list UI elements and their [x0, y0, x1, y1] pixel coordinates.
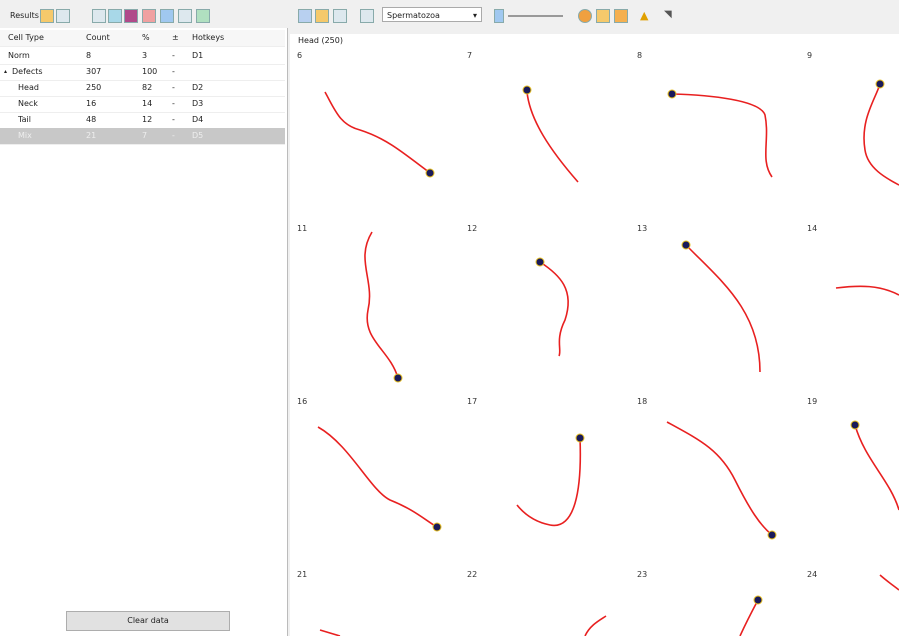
- table-cell: D2: [192, 83, 204, 92]
- cell-index: 9: [807, 51, 812, 60]
- table-row[interactable]: ▴ Defects 307 100 -: [0, 64, 285, 81]
- header-cell: Cell Type: [8, 33, 44, 42]
- toolbar: Results Spermatozoa ▾ ▲ ◥: [0, 0, 899, 28]
- table-cell: Neck: [18, 99, 38, 108]
- cell-index: 17: [467, 397, 477, 406]
- table-cell: D1: [192, 51, 204, 60]
- header-cell: Hotkeys: [192, 33, 225, 42]
- table-row[interactable]: Head 250 82 - D2: [0, 80, 285, 97]
- cell-index: 16: [297, 397, 307, 406]
- table-cell: 14: [142, 99, 153, 108]
- cell-index: 23: [637, 570, 647, 579]
- table-cell: -: [172, 115, 175, 124]
- icon[interactable]: [40, 9, 54, 23]
- table-cell: Tail: [18, 115, 31, 124]
- table-cell: 48: [86, 115, 97, 124]
- table-cell: 21: [86, 131, 97, 140]
- table-row[interactable]: Norm 8 3 - D1: [0, 48, 285, 65]
- cell-index: 24: [807, 570, 817, 579]
- table-cell: Defects: [12, 67, 43, 76]
- header-cell: ±: [172, 33, 179, 42]
- icon[interactable]: [494, 9, 504, 23]
- cell-index: 11: [297, 224, 307, 233]
- table-row[interactable]: Neck 16 14 - D3: [0, 96, 285, 113]
- icon[interactable]: [315, 9, 329, 23]
- cell-index: 12: [467, 224, 477, 233]
- table-cell: 307: [86, 67, 102, 76]
- cell-index: 6: [297, 51, 302, 60]
- results-label: Results: [10, 11, 39, 20]
- table-cell: D3: [192, 99, 204, 108]
- cell-index: 19: [807, 397, 817, 406]
- cell-panel: Head (250) 6 7 8 9 11 12 13 14 16 17 18 19 21 22: [290, 34, 899, 636]
- table-cell: Norm: [8, 51, 30, 60]
- icon[interactable]: [124, 9, 138, 23]
- cell-index: 14: [807, 224, 817, 233]
- table-cell: 7: [142, 131, 148, 140]
- table-cell: -: [172, 83, 175, 92]
- icon[interactable]: [108, 9, 122, 23]
- sperm-tails: [317, 83, 899, 636]
- table-cell: -: [172, 67, 175, 76]
- warning-icon[interactable]: ▲: [640, 9, 649, 22]
- table-cell: 3: [142, 51, 148, 60]
- cell-index: 21: [297, 570, 307, 579]
- table-cell: -: [172, 99, 175, 108]
- table-cell: 12: [142, 115, 153, 124]
- table-cell: 100: [142, 67, 158, 76]
- icon[interactable]: [298, 9, 312, 23]
- table-header: Cell Type Count% ± Hotkeys: [0, 30, 285, 47]
- header-cell: %: [142, 33, 150, 42]
- cell-index: 22: [467, 570, 477, 579]
- dropdown-value: Spermatozoa: [387, 11, 440, 20]
- table-cell: Mix: [18, 131, 32, 140]
- cell-index: 13: [637, 224, 647, 233]
- icon[interactable]: [178, 9, 192, 23]
- cell-index: 7: [467, 51, 472, 60]
- slider[interactable]: [508, 15, 563, 17]
- cell-grid: 6 7 8 9 11 12 13 14 16 17 18 19 21 22 23 24: [297, 51, 899, 636]
- table-row[interactable]: Mix 21 7 - D5: [0, 128, 285, 145]
- results-table: Cell Type Count% ± Hotkeys Norm 8 3 - D1 ▴ Defects…: [0, 28, 288, 636]
- table-cell: 16: [86, 99, 97, 108]
- sperm-heads: [393, 79, 885, 605]
- clear-button[interactable]: Clear data: [66, 611, 230, 631]
- cell-index: 8: [637, 51, 642, 60]
- icon[interactable]: [196, 9, 210, 23]
- icon[interactable]: [160, 9, 174, 23]
- icon[interactable]: [92, 9, 106, 23]
- table-cell: D4: [192, 115, 204, 124]
- icon[interactable]: [596, 9, 610, 23]
- table-cell: 250: [86, 83, 102, 92]
- header-cell: Count: [86, 33, 110, 42]
- table-cell: -: [172, 131, 175, 140]
- icon[interactable]: [360, 9, 374, 23]
- table-row[interactable]: Tail 48 12 - D4: [0, 112, 285, 129]
- icon[interactable]: [142, 9, 156, 23]
- expander: ▴: [4, 68, 8, 75]
- icon[interactable]: [333, 9, 347, 23]
- table-cell: D5: [192, 131, 204, 140]
- table-cell: 8: [86, 51, 92, 60]
- icon[interactable]: [578, 9, 592, 23]
- icon[interactable]: [614, 9, 628, 23]
- icon[interactable]: [56, 9, 70, 23]
- table-cell: Head: [18, 83, 39, 92]
- panel-title: Head (250): [298, 36, 343, 45]
- table-cell: -: [172, 51, 175, 60]
- flag-icon[interactable]: ◥: [664, 9, 672, 20]
- cell-index: 18: [637, 397, 647, 406]
- dropdown[interactable]: Spermatozoa ▾: [382, 7, 482, 22]
- table-cell: 82: [142, 83, 153, 92]
